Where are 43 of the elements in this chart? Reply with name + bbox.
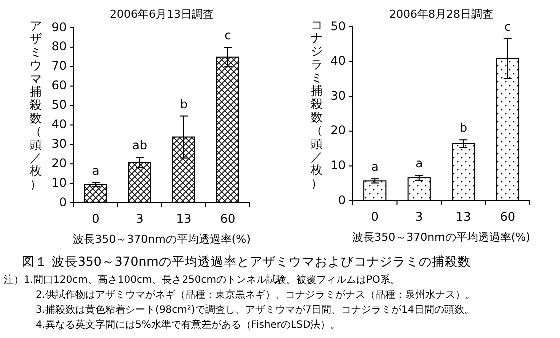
annotation: b xyxy=(460,121,468,136)
x-axis-title: 波長350～370nmの平均透過率(%) xyxy=(73,233,251,246)
x-tick-label: 60 xyxy=(500,210,516,224)
chart-title: 2006年6月13日調査 xyxy=(110,8,214,21)
x-axis-title: 波長350～370nmの平均透過率(%) xyxy=(352,231,530,244)
text: 2.供試作物はアザミウマがネギ（品種：東京黒ネギ）、コナジラミがナス（品種：泉州水ナス）。 xyxy=(36,289,476,301)
x-tick-label: 60 xyxy=(220,212,236,226)
y-tick-label: 40 xyxy=(52,118,67,132)
x-tick-label: 0 xyxy=(371,210,379,224)
annotation: a xyxy=(416,156,424,171)
x-tick-label: 0 xyxy=(92,212,100,226)
annotation: ab xyxy=(132,138,148,153)
x-tick-label: 13 xyxy=(456,210,472,224)
y-tick-label: 60 xyxy=(52,78,67,93)
caption: 図１ 波長350～370nmの平均透過率とアザミウマおよびコナジラミの捕殺数 xyxy=(22,254,471,269)
y-tick-label: 50 xyxy=(330,19,346,34)
y-tick-label: 70 xyxy=(52,59,67,74)
x-tick-label: 3 xyxy=(136,212,144,226)
text: 4.異なる英文字間には5%水準で有意差がある（FisherのLSD法）。 xyxy=(36,319,341,331)
text: 3.捕殺数は黄色粘着シート(98cm²)で調査し、アザミウマが7日間、コナジラミが14日間の頭数。 xyxy=(36,304,474,316)
y-tick-label: 20 xyxy=(52,156,67,170)
y-tick-label: 10 xyxy=(52,176,67,190)
y-tick-label: 30 xyxy=(52,136,67,151)
annotation: c xyxy=(504,20,512,34)
y-tick-label: 20 xyxy=(330,124,346,138)
y-tick-label: 0 xyxy=(338,193,346,208)
annotation: c xyxy=(224,28,232,43)
y-tick-label: 50 xyxy=(52,98,67,112)
text: アザミウマ捕殺数（頭／枚） xyxy=(30,19,42,192)
annotation: b xyxy=(180,97,188,112)
annotation: a xyxy=(371,160,379,174)
y-tick-label: 80 xyxy=(52,40,67,54)
text: コナジラミ捕殺数（頭／枚） xyxy=(311,18,323,190)
x-tick-label: 3 xyxy=(416,210,424,224)
annotation: a xyxy=(92,164,100,178)
y-tick-label: 90 xyxy=(52,20,67,34)
x-tick-label: 13 xyxy=(176,212,192,226)
y-tick-label: 0 xyxy=(59,195,67,210)
y-tick-label: 40 xyxy=(330,54,346,68)
text: 注）1.間口120cm、高さ100cm、長さ250cmのトンネル試験。被覆フィルムはPO系。 xyxy=(4,274,400,286)
y-tick-label: 30 xyxy=(330,88,346,103)
y-tick-label: 10 xyxy=(330,158,346,172)
chart-title: 2006年8月28日調査 xyxy=(390,8,494,21)
